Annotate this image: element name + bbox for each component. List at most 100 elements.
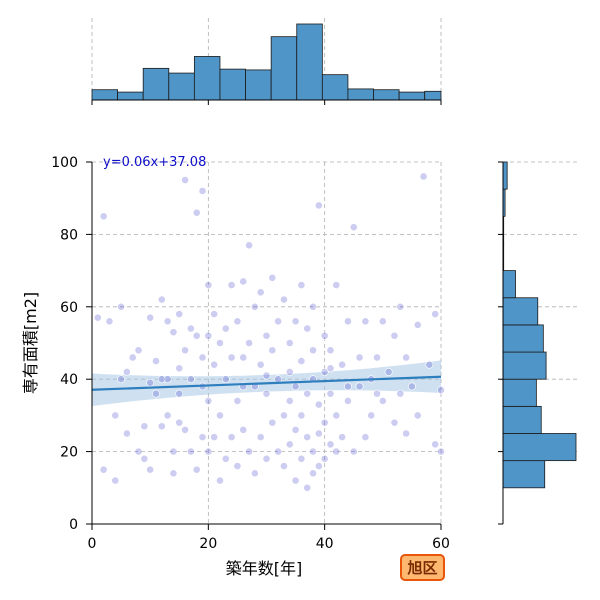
x-tick-label: 20 <box>199 536 217 552</box>
scatter-point <box>181 346 189 355</box>
scatter-point <box>314 400 323 409</box>
top-histogram-bar <box>373 89 400 101</box>
scatter-point <box>175 310 184 318</box>
scatter-point <box>192 208 201 217</box>
right-histogram-bar <box>502 297 539 326</box>
scatter-point <box>198 353 207 362</box>
scatter-point <box>402 429 410 438</box>
scatter-point <box>221 324 230 333</box>
scatter-point <box>431 310 440 318</box>
scatter-point <box>268 273 277 282</box>
scatter-point <box>152 357 160 365</box>
y-tick-label: 80 <box>60 227 78 243</box>
right-marginal-histogram <box>498 161 578 525</box>
scatter-point <box>233 462 242 470</box>
scatter-point <box>169 469 178 478</box>
scatter-point <box>221 454 230 463</box>
right-histogram-bar <box>502 161 508 190</box>
scatter-point <box>355 353 364 362</box>
scatter-point <box>146 465 155 474</box>
scatter-point <box>314 462 323 470</box>
scatter-point <box>361 433 370 442</box>
scatter-point <box>186 447 195 456</box>
scatter-point <box>157 422 166 431</box>
y-axis-label: 専有面積[m2] <box>21 292 40 394</box>
top-histogram-bar <box>193 56 221 101</box>
scatter-point <box>297 281 306 289</box>
scatter-point <box>169 447 178 456</box>
scatter-point <box>361 317 370 326</box>
top-histogram-bar <box>296 23 323 101</box>
scatter-point <box>309 469 317 478</box>
scatter-point <box>227 433 236 442</box>
scatter-point <box>128 353 137 362</box>
scatter-point <box>250 469 259 478</box>
top-histogram-bar <box>270 36 298 101</box>
scatter-point <box>245 339 253 347</box>
scatter-point <box>437 386 445 394</box>
scatter-point <box>378 397 387 405</box>
scatter-point <box>297 454 306 463</box>
scatter-point <box>140 422 149 431</box>
scatter-point <box>326 346 335 355</box>
scatter-point <box>396 389 405 398</box>
regression-line <box>91 375 442 391</box>
right-histogram-bar <box>502 460 546 489</box>
scatter-point <box>204 397 213 405</box>
x-axis-label: 築年数[年] <box>226 559 303 578</box>
top-histogram-bar <box>91 89 118 101</box>
scatter-point <box>419 172 428 181</box>
scatter-point <box>256 360 265 369</box>
scatter-point <box>320 331 329 340</box>
scatter-point <box>326 440 335 449</box>
scatter-point <box>326 389 335 398</box>
scatter-point <box>221 375 230 384</box>
scatter-point <box>274 447 283 456</box>
scatter-point <box>239 277 248 286</box>
top-histogram-bar <box>424 90 442 101</box>
scatter-point <box>309 346 317 355</box>
y-tick-label: 20 <box>60 445 78 461</box>
scatter-point <box>297 411 306 420</box>
top-histogram-bar <box>347 88 374 101</box>
scatter-point <box>169 328 178 337</box>
scatter-point <box>152 389 160 398</box>
scatter-point <box>210 310 219 318</box>
scatter-point <box>192 465 201 474</box>
top-histogram-bar <box>117 91 144 101</box>
right-histogram-bar <box>502 324 544 353</box>
scatter-point <box>175 389 184 398</box>
scatter-point <box>198 187 207 195</box>
scatter-point <box>384 368 393 376</box>
top-histogram-bars <box>91 23 442 101</box>
top-histogram-bar <box>219 68 246 101</box>
scatter-point <box>280 411 288 420</box>
scatter-point <box>280 295 288 304</box>
scatter-point <box>111 411 120 420</box>
scatter-point <box>314 429 323 438</box>
scatter-point <box>355 382 364 391</box>
scatter-point <box>320 418 329 427</box>
scatter-point <box>349 223 358 232</box>
scatter-point <box>123 429 131 438</box>
scatter-point <box>332 447 341 456</box>
scatter-point <box>245 447 253 456</box>
y-tick-label: 40 <box>60 372 78 388</box>
main-grid <box>92 161 442 524</box>
ward-badge: 旭区 <box>400 554 445 581</box>
scatter-point <box>326 364 335 373</box>
scatter-point <box>216 476 224 485</box>
scatter-point <box>268 418 277 427</box>
scatter-point <box>413 411 422 420</box>
scatter-point <box>157 295 166 304</box>
scatter-point <box>344 317 352 326</box>
scatter-point <box>204 447 213 456</box>
scatter-point <box>314 201 323 210</box>
scatter-point <box>344 382 352 391</box>
scatter-point <box>227 281 236 289</box>
scatter-point <box>157 375 166 384</box>
scatter-point <box>332 281 341 289</box>
scatter-point <box>192 331 201 340</box>
right-histogram-bar <box>502 351 547 380</box>
